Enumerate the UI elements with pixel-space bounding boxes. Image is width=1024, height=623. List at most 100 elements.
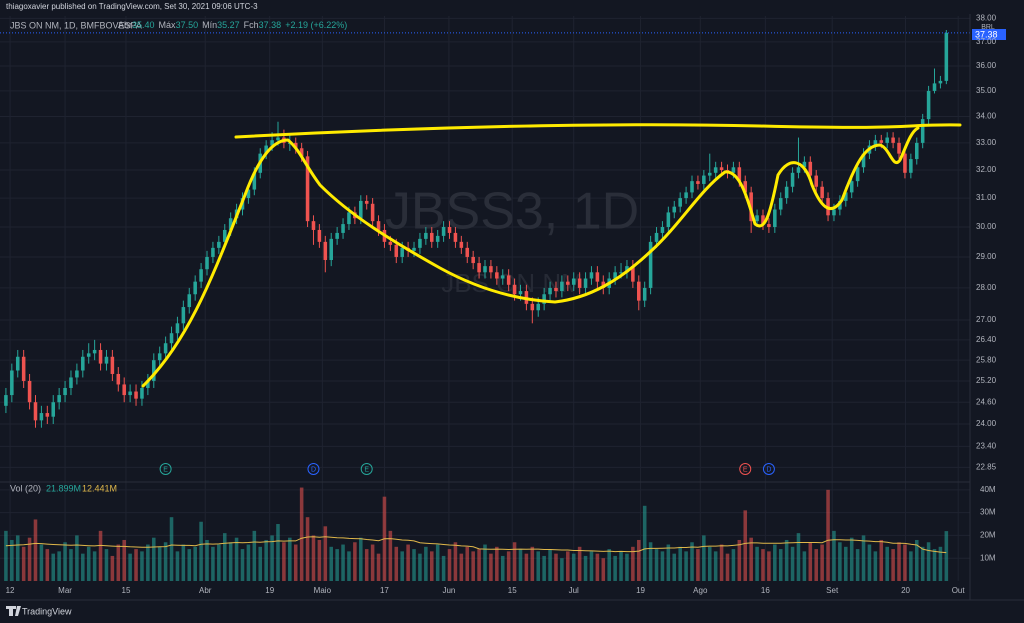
candle-body <box>51 402 56 417</box>
y-tick-label: 23.40 <box>976 441 997 450</box>
candle-body <box>595 272 600 282</box>
volume-bar <box>134 549 138 581</box>
candle-body <box>554 287 558 292</box>
volume-bar <box>571 553 576 581</box>
candle-body <box>86 353 91 357</box>
volume-bar <box>637 539 641 581</box>
volume-bar <box>483 544 487 581</box>
y-tick-label: 25.20 <box>976 376 997 385</box>
candle-body <box>110 356 115 374</box>
volume-bar <box>684 551 688 581</box>
volume-tick-label: 30M <box>980 508 996 517</box>
volume-bar <box>767 551 771 581</box>
candle-body <box>790 172 795 187</box>
volume-bar <box>323 526 328 581</box>
volume-bar <box>648 542 653 581</box>
drawn-resistance-line <box>234 123 962 139</box>
volume-bar <box>317 539 322 581</box>
candle-body <box>891 137 895 143</box>
candle-body <box>193 281 197 295</box>
volume-bar <box>814 549 818 581</box>
volume-bar <box>465 546 470 581</box>
candle-body <box>276 137 280 141</box>
candle-body <box>938 80 943 84</box>
volume-bar <box>672 553 677 581</box>
volume-bar <box>205 539 209 581</box>
volume-bar <box>489 553 493 581</box>
volume-tick-label: 40M <box>980 485 996 494</box>
y-tick-label: 27.00 <box>976 315 997 324</box>
candle-body <box>767 224 771 228</box>
drawn-cup-curve <box>141 126 920 388</box>
event-label: D <box>766 466 771 473</box>
candle-body <box>672 206 677 213</box>
publisher: thiagoxavier published on TradingView.co… <box>6 2 258 11</box>
candle-body <box>394 244 399 257</box>
volume-bar <box>39 544 44 581</box>
y-tick-label: 26.40 <box>976 335 997 344</box>
volume-bar <box>453 542 458 581</box>
currency: BRL <box>981 24 995 31</box>
candle-body <box>926 90 931 120</box>
candle-body <box>293 142 298 149</box>
volume-bar <box>15 535 20 581</box>
candle-body <box>364 200 369 204</box>
volume-bar <box>110 555 115 581</box>
footer-brand: TradingView <box>22 606 72 616</box>
candle-body <box>152 360 156 381</box>
volume-bar <box>849 537 854 581</box>
volume-bar <box>33 519 38 581</box>
event-marker <box>307 463 320 475</box>
volume-ma-last: 12.441M <box>82 483 117 493</box>
x-tick-label: Mar <box>58 586 72 595</box>
volume-bar <box>654 549 659 581</box>
x-tick-label: 17 <box>380 586 389 595</box>
candle-body <box>873 140 878 146</box>
candle-body <box>92 349 97 354</box>
candle-body <box>690 181 694 193</box>
y-tick-label: 32.00 <box>976 165 997 174</box>
x-tick-label: 15 <box>122 586 131 595</box>
candle-body <box>116 373 121 385</box>
volume-bar <box>938 546 943 581</box>
volume-bar <box>27 537 32 581</box>
volume-bar <box>353 542 357 581</box>
volume-bar <box>713 551 718 581</box>
volume-bar <box>21 546 26 581</box>
candle-body <box>39 413 44 421</box>
volume-bar <box>666 544 671 581</box>
candle-body <box>175 323 180 334</box>
volume-bar <box>755 546 759 581</box>
volume-bar <box>116 544 121 581</box>
low: 35.27 <box>217 20 240 30</box>
volume-bar <box>749 537 753 581</box>
y-tick-label: 34.00 <box>976 112 997 121</box>
candle-body <box>471 256 475 264</box>
candle-body <box>761 215 765 225</box>
volume-bar <box>193 546 197 581</box>
volume-bar <box>619 551 623 581</box>
volume-bar <box>790 546 795 581</box>
candle-body <box>536 303 541 311</box>
volume-bar <box>867 544 872 581</box>
candle-body <box>577 278 582 288</box>
volume-bar <box>181 544 186 581</box>
volume-bar <box>370 544 375 581</box>
candle-body <box>844 192 848 201</box>
candle-body <box>542 294 546 304</box>
event-label: E <box>163 466 168 473</box>
candle-body <box>512 284 517 295</box>
candle-body <box>713 167 718 173</box>
candle-body <box>146 380 150 388</box>
x-tick-label: Set <box>826 586 839 595</box>
volume-bar <box>477 549 481 581</box>
volume-bar <box>175 551 180 581</box>
candle-body <box>506 275 511 285</box>
volume-bar <box>625 553 629 581</box>
volume-bar <box>707 546 712 581</box>
volume-bar <box>660 551 665 581</box>
candle-body <box>217 241 221 248</box>
candle-body <box>702 175 706 184</box>
volume-bar <box>376 553 381 581</box>
candle-body <box>418 238 422 248</box>
